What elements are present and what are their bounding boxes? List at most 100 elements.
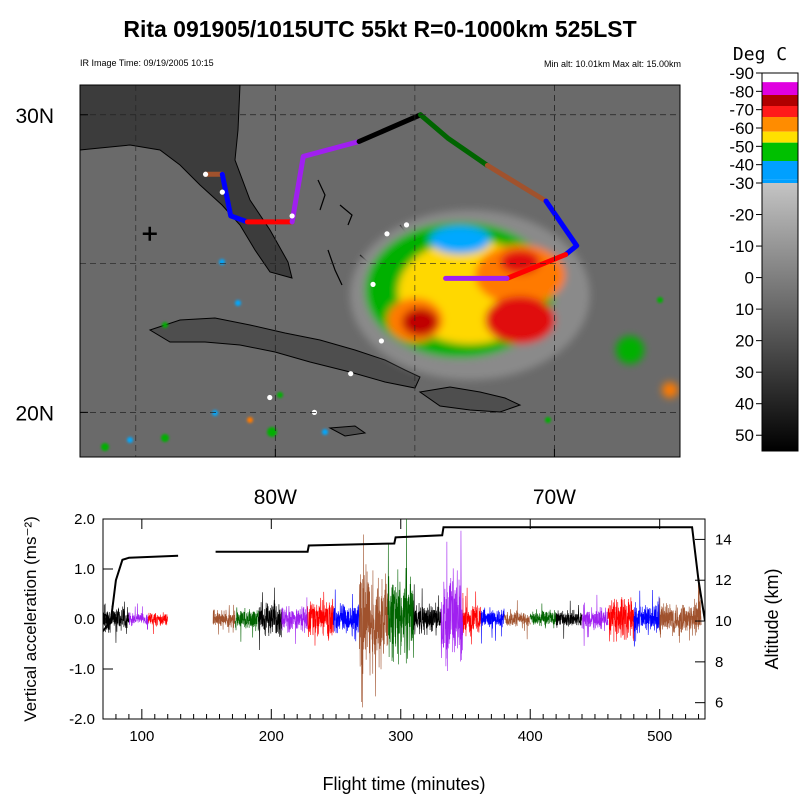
dropsonde-point <box>384 231 390 237</box>
acceleration-trace <box>387 519 415 665</box>
hispaniola-landmass <box>418 386 522 413</box>
altitude-range: Min alt: 10.01km Max alt: 15.00km <box>544 59 681 69</box>
colorbar-swatch <box>762 161 798 180</box>
y-axis-label: Vertical acceleration (ms⁻²) <box>21 516 40 721</box>
y2-tick-label: 6 <box>715 695 723 712</box>
flight-segment-brown <box>484 162 549 204</box>
colorbar-label: -70 <box>729 101 754 120</box>
colorbar-label: -10 <box>729 237 754 256</box>
map-frame <box>79 84 681 458</box>
acceleration-trace <box>258 587 282 650</box>
dropsonde-point <box>202 171 209 177</box>
colorbar-swatches <box>761 72 799 452</box>
dropsonde-point <box>348 371 354 377</box>
latitude-tick-label: 20N <box>15 402 54 425</box>
colorbar-label: -80 <box>729 82 754 101</box>
chart-title: Rita 091905/1015UTC 55kt R=0-1000km 525L… <box>123 16 636 42</box>
colorbar-swatch <box>762 95 798 106</box>
x-tick-label: 400 <box>518 728 543 745</box>
y2-tick-label: 14 <box>715 531 732 548</box>
colorbar-label: -90 <box>729 64 754 83</box>
y-tick-label: -1.0 <box>69 661 95 678</box>
colorbar-label: -40 <box>729 156 754 175</box>
acceleration-trace <box>607 597 635 642</box>
colorbar-frame <box>761 72 799 452</box>
flight-segment-blue <box>219 171 250 225</box>
time-series-axes: 100 200 300 400 500 -2.0 -1.0 0.0 1.0 2.0 6 8 10 12 14 <box>69 511 732 745</box>
colorbar-label: -60 <box>729 119 754 138</box>
colorbar-swatch <box>762 142 798 161</box>
acceleration-trace <box>307 591 334 646</box>
flight-segment-black <box>356 112 423 144</box>
latitude-tick-label: 30N <box>15 105 54 128</box>
colorbar-title: Deg C <box>733 44 787 65</box>
acceleration-trace <box>103 603 106 633</box>
florida-landmass <box>80 85 293 279</box>
cloud-shield <box>350 210 678 398</box>
acceleration-trace <box>555 600 583 639</box>
colorbar-label: 50 <box>735 426 754 445</box>
dropsonde-point <box>370 281 376 287</box>
jamaica-landmass <box>328 425 367 437</box>
y-tick-label: 0.0 <box>74 611 95 628</box>
flight-segment-red <box>504 252 569 281</box>
flight-segment-purple <box>289 139 362 225</box>
drop-points <box>202 171 410 415</box>
flight-segment-green <box>418 112 490 168</box>
x-axis-label: Flight time (minutes) <box>322 774 485 794</box>
acceleration-trace <box>633 590 660 647</box>
colorbar-label: -20 <box>729 206 754 225</box>
dropsonde-point <box>378 338 384 344</box>
y-tick-label: 1.0 <box>74 561 95 578</box>
colorbar-swatch <box>762 131 798 143</box>
colorbar-label: 40 <box>735 395 754 414</box>
acceleration-trace <box>234 607 259 642</box>
acceleration-series <box>103 519 702 708</box>
y2-tick-label: 10 <box>715 613 732 630</box>
altitude-series <box>103 526 705 632</box>
acceleration-trace <box>333 589 360 642</box>
acceleration-trace <box>462 587 482 645</box>
colorbar-label: 20 <box>735 332 754 351</box>
acceleration-trace <box>529 603 557 629</box>
y2-tick-label: 12 <box>715 572 732 589</box>
colorbar-label: -50 <box>729 137 754 156</box>
colorbar-swatch <box>762 117 798 132</box>
storm-center-marker <box>142 226 157 241</box>
dropsonde-point <box>403 222 410 228</box>
altitude-line <box>215 526 705 622</box>
dropsonde-point <box>267 394 273 401</box>
scattered-clouds <box>101 259 663 451</box>
longitude-tick-label: 80W <box>254 486 297 509</box>
longitude-tick-label: 70W <box>533 486 576 509</box>
altitude-line <box>103 554 179 632</box>
acceleration-trace <box>359 534 389 708</box>
acceleration-trace <box>480 607 505 644</box>
colorbar-swatch <box>762 73 798 83</box>
acceleration-trace <box>128 603 149 630</box>
colorbar-labels: -90-80-70-60-50-40-30 -20 -10 0 10 20 30 40 50 <box>729 64 762 445</box>
flight-segment-blue <box>543 198 580 258</box>
x-tick-label: 100 <box>129 728 154 745</box>
x-tick-label: 200 <box>259 728 284 745</box>
colorbar-label: 30 <box>735 363 754 382</box>
colorbar-gray-ramp <box>762 183 798 451</box>
colorbar-label: 10 <box>735 300 754 319</box>
dropsonde-point <box>219 189 225 195</box>
flight-track <box>203 112 580 281</box>
cuba-landmass <box>148 317 421 389</box>
acceleration-trace <box>212 604 236 635</box>
colorbar-label: -30 <box>729 174 754 193</box>
colorbar-label: 0 <box>745 269 754 288</box>
dropsonde-point <box>289 213 295 219</box>
acceleration-trace <box>504 600 531 640</box>
x-tick-label: 300 <box>388 728 413 745</box>
acceleration-trace <box>659 578 702 643</box>
acceleration-trace <box>281 597 308 644</box>
colorbar-swatch <box>762 106 798 117</box>
y2-axis-label: Altitude (km) <box>762 568 782 669</box>
time-series-plot: 100 200 300 400 500 -2.0 -1.0 0.0 1.0 2.0 6 8 10 12 14… <box>21 511 782 794</box>
acceleration-trace <box>148 612 168 635</box>
acceleration-trace <box>440 530 464 672</box>
